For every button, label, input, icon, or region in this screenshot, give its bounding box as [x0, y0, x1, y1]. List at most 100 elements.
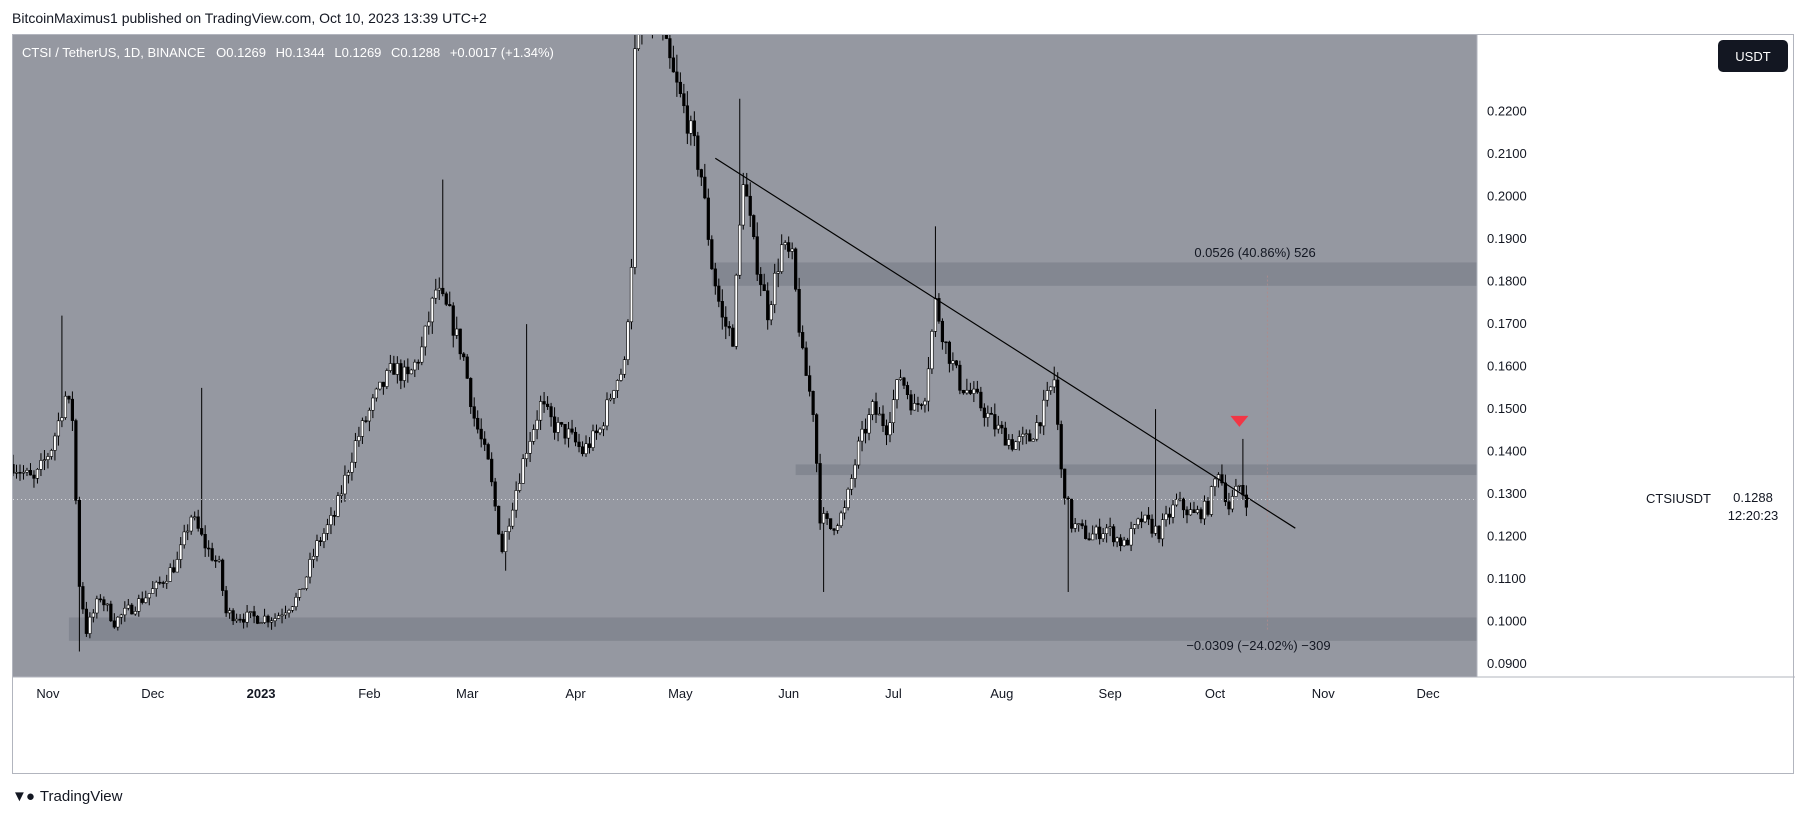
candle-body [235, 618, 239, 622]
candle-body [1122, 539, 1126, 547]
candle-body [207, 547, 211, 550]
y-tick-label: 0.1100 [1487, 571, 1526, 586]
candle-body [1192, 509, 1196, 514]
candle [339, 485, 344, 503]
candle [392, 355, 396, 375]
candle [112, 613, 116, 629]
candle [493, 477, 497, 512]
candle [905, 381, 910, 400]
candle [238, 614, 242, 623]
candle [46, 452, 50, 469]
candle-body [294, 596, 298, 607]
candle-body [378, 381, 382, 390]
candle [224, 585, 228, 617]
candle [891, 389, 896, 433]
candle-body [1185, 509, 1189, 516]
candle-body [1003, 427, 1007, 446]
candle [608, 393, 613, 402]
candle-body [1014, 441, 1018, 450]
candle-body [975, 388, 979, 393]
candle-body [1066, 497, 1070, 500]
candle [615, 379, 620, 398]
candlestick-chart[interactable]: 0.2200 0.2100 0.2000 0.1900 0.1800 0.1700 0.16… [13, 35, 1795, 775]
legend-close-label: C [391, 45, 401, 60]
candle-body [884, 425, 889, 436]
candle-body [130, 604, 134, 615]
candle-body [203, 534, 207, 549]
candle [863, 418, 868, 444]
candle [53, 432, 57, 461]
candle-body [437, 287, 441, 291]
candle [696, 131, 700, 177]
y-tick-label: 0.2000 [1487, 189, 1527, 204]
candle-body [13, 464, 15, 474]
candle [364, 416, 368, 424]
y-tick-label: 0.1000 [1487, 614, 1527, 629]
candle-body [88, 616, 92, 634]
candle-body [1195, 509, 1200, 514]
candle-body [692, 120, 696, 137]
plot-background [13, 35, 1477, 677]
candle [1000, 421, 1004, 434]
candle-body [49, 450, 54, 457]
candle [451, 302, 455, 348]
candle [675, 54, 679, 97]
candle [1031, 438, 1035, 442]
candle [385, 368, 389, 390]
candle [1073, 517, 1077, 533]
candle [147, 593, 151, 606]
currency-button[interactable]: USDT [1718, 40, 1788, 72]
candle-body [448, 304, 452, 307]
candle-body [444, 293, 448, 305]
candle [504, 531, 508, 571]
candle-body [1227, 501, 1231, 510]
candle-body [699, 169, 703, 178]
candle [818, 453, 822, 530]
legend-symbol[interactable]: CTSI / TetherUS, 1D, BINANCE [22, 45, 206, 60]
candle [217, 555, 221, 563]
last-price-box: 0.1288 12:20:23 [1718, 487, 1788, 528]
candle [381, 381, 385, 395]
candle [1220, 464, 1224, 486]
candle [724, 306, 728, 340]
candle-body [507, 525, 511, 533]
candle [769, 300, 773, 326]
candle-body [518, 483, 522, 491]
candle-body [266, 615, 270, 623]
candle-body [154, 581, 158, 589]
candle-body [1174, 499, 1179, 506]
candle [1199, 507, 1203, 524]
candle-body [1063, 468, 1067, 499]
candle [755, 222, 759, 281]
candle [507, 518, 511, 540]
candle [175, 551, 179, 573]
candle-body [1160, 519, 1165, 540]
candle [525, 324, 529, 467]
candle [1167, 507, 1172, 525]
candle [231, 608, 235, 625]
candle [105, 603, 109, 612]
candle [692, 111, 696, 147]
candle [1028, 429, 1032, 442]
candle [898, 369, 903, 381]
candle [25, 467, 29, 477]
candle [49, 448, 54, 460]
candle [664, 35, 668, 40]
horizontal-zone-3 [68, 617, 1477, 641]
chart-frame[interactable]: 0.2200 0.2100 0.2000 0.1900 0.1800 0.1700 0.16… [12, 34, 1795, 775]
candle-body [545, 403, 550, 407]
candle-body [1108, 526, 1112, 529]
tradingview-logo[interactable]: ▼● TradingView [12, 788, 122, 805]
candle-body [832, 528, 836, 531]
candle-body [60, 417, 64, 422]
y-tick-label: 0.2100 [1487, 146, 1527, 161]
candle [1139, 511, 1144, 529]
candle-body [685, 105, 689, 134]
candle-body [1178, 498, 1182, 501]
candle [35, 468, 40, 484]
candle-body [458, 328, 462, 355]
x-tick-label: Nov [1312, 686, 1336, 701]
candle-body [413, 361, 417, 371]
candle-body [483, 438, 487, 445]
candle [74, 418, 78, 505]
